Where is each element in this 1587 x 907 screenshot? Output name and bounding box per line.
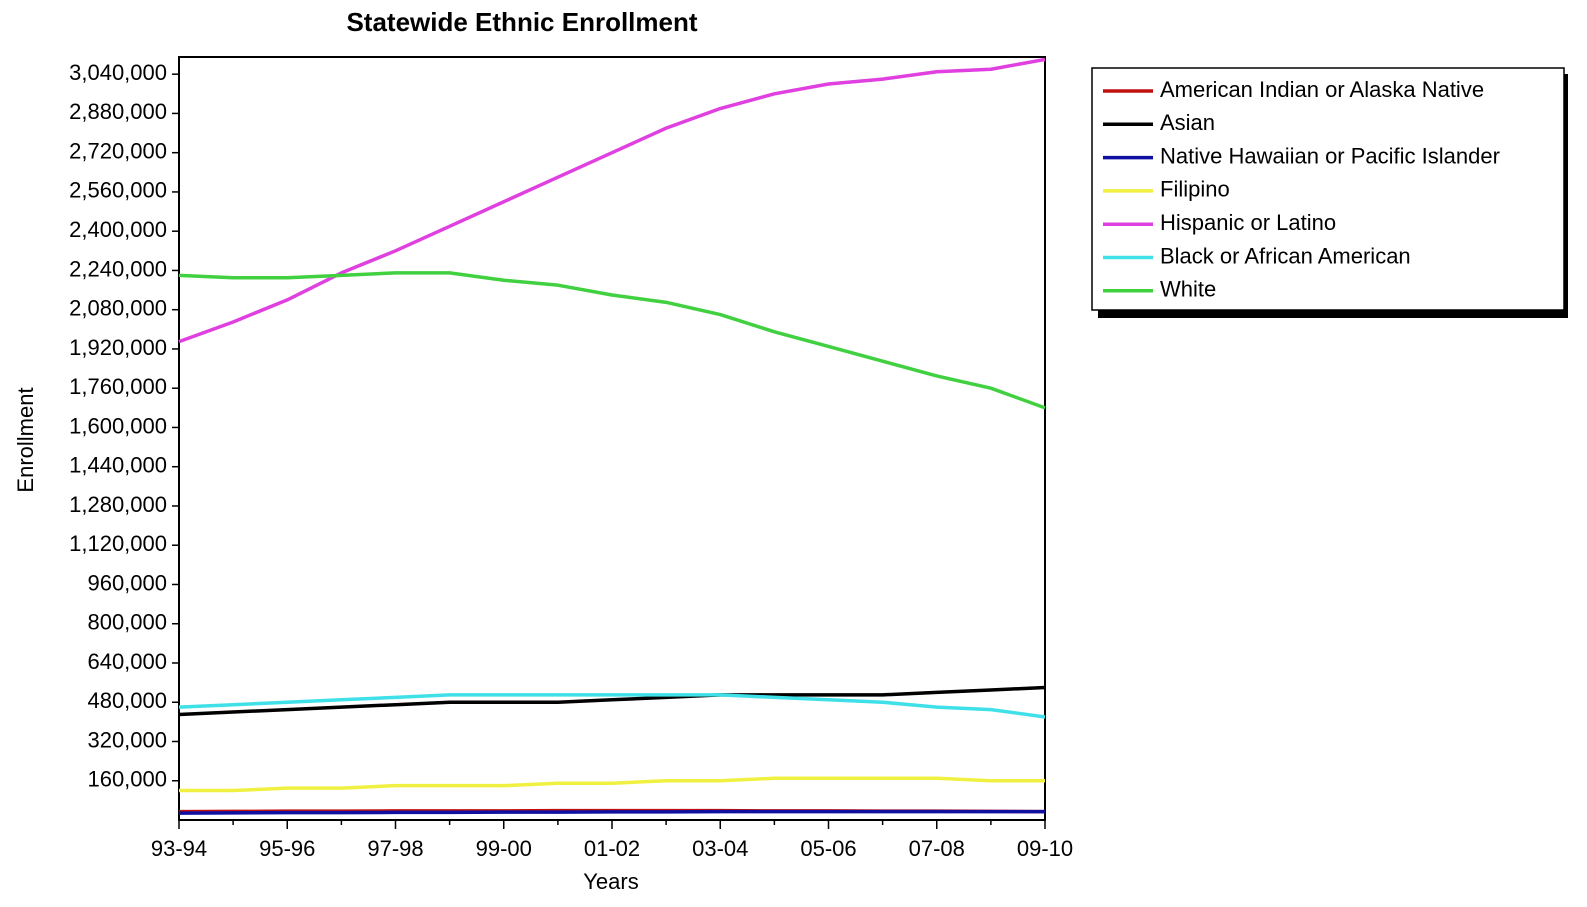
y-tick-label: 960,000 — [87, 570, 167, 595]
x-tick-label: 03-04 — [692, 836, 748, 861]
y-tick-label: 640,000 — [87, 649, 167, 674]
x-axis-label: Years — [583, 869, 638, 894]
y-tick-label: 2,720,000 — [69, 138, 167, 163]
x-tick-label: 97-98 — [367, 836, 423, 861]
y-tick-label: 1,920,000 — [69, 335, 167, 360]
y-tick-label: 1,280,000 — [69, 492, 167, 517]
y-tick-label: 800,000 — [87, 610, 167, 635]
x-tick-label: 95-96 — [259, 836, 315, 861]
chart-title: Statewide Ethnic Enrollment — [346, 7, 697, 37]
legend — [1091, 67, 1565, 311]
series-line — [179, 776, 1045, 793]
y-tick-label: 1,760,000 — [69, 374, 167, 399]
y-tick-label: 2,240,000 — [69, 256, 167, 281]
series-line — [178, 809, 1045, 815]
legend-label: Asian — [1160, 110, 1215, 135]
legend-label: American Indian or Alaska Native — [1160, 77, 1484, 102]
legend-label: Black or African American — [1160, 243, 1411, 268]
x-tick-label: 99-00 — [476, 836, 532, 861]
y-tick-label: 480,000 — [87, 688, 167, 713]
legend-label: Hispanic or Latino — [1160, 210, 1336, 235]
series-line — [178, 685, 1046, 717]
y-tick-label: 2,400,000 — [69, 217, 167, 242]
x-tick-label: 01-02 — [584, 836, 640, 861]
x-tick-label: 07-08 — [909, 836, 965, 861]
series-line — [178, 693, 1046, 719]
y-tick-label: 1,600,000 — [69, 413, 167, 438]
y-tick-label: 320,000 — [87, 727, 167, 752]
legend-label: White — [1160, 277, 1216, 302]
legend-label: Native Hawaiian or Pacific Islander — [1160, 143, 1500, 168]
y-axis-label: Enrollment — [13, 387, 38, 492]
y-tick-label: 3,040,000 — [69, 60, 167, 85]
y-tick-label: 1,440,000 — [69, 453, 167, 478]
x-tick-label: 09-10 — [1017, 836, 1073, 861]
series-line — [178, 271, 1046, 410]
x-tick-label: 93-94 — [151, 836, 207, 861]
y-tick-label: 2,080,000 — [69, 296, 167, 321]
legend-label: Filipino — [1160, 177, 1230, 202]
series-line — [178, 57, 1046, 344]
y-tick-label: 1,120,000 — [69, 531, 167, 556]
y-tick-label: 2,560,000 — [69, 178, 167, 203]
x-tick-label: 05-06 — [800, 836, 856, 861]
y-tick-label: 2,880,000 — [69, 99, 167, 124]
y-tick-label: 160,000 — [87, 767, 167, 792]
